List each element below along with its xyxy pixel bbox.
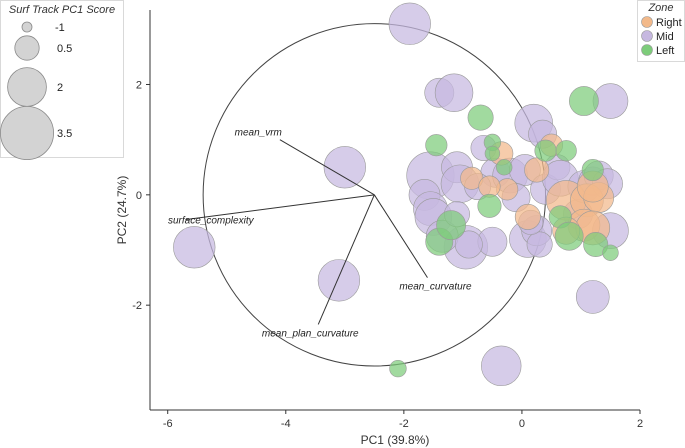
point-right xyxy=(524,157,550,183)
y-tick-label: 2 xyxy=(136,79,142,91)
point-left xyxy=(555,140,577,162)
color-legend-swatch xyxy=(641,16,653,28)
point-mid xyxy=(317,259,361,302)
x-tick-label: -6 xyxy=(163,418,173,430)
color-legend-label: Mid xyxy=(656,31,674,43)
point-left xyxy=(477,193,502,218)
point-mid xyxy=(323,146,366,189)
point-left xyxy=(389,359,407,378)
size-legend-entries: -1 0.5 2 3.5 xyxy=(0,21,72,160)
size-legend-label: -1 xyxy=(55,22,65,34)
point-mid xyxy=(434,73,474,112)
loading-label: mean_vrm xyxy=(235,128,282,139)
color-legend-entries: Right Mid Left xyxy=(641,16,682,57)
size-legend-swatch xyxy=(7,67,47,107)
loading-label: mean_curvature xyxy=(399,282,472,293)
point-left xyxy=(467,104,494,131)
point-left xyxy=(436,210,466,241)
loadings-layer: mean_vrm surface_complexity mean_plan_curv… xyxy=(168,128,472,340)
x-tick-label: 2 xyxy=(637,418,643,430)
plot-area: mean_vrm surface_complexity mean_plan_curv… xyxy=(168,2,629,387)
loading-label: mean_plan_curvature xyxy=(262,328,359,339)
point-left xyxy=(602,244,619,261)
color-legend-title: Zone xyxy=(647,2,673,14)
point-right xyxy=(514,203,541,230)
point-left xyxy=(581,158,604,182)
y-tick-label: -2 xyxy=(132,300,142,312)
size-legend-label: 2 xyxy=(57,82,63,94)
size-legend-swatch xyxy=(21,21,33,33)
size-legend: Surf Track PC1 Score -1 0.5 2 3.5 xyxy=(0,0,124,160)
point-mid xyxy=(481,345,522,387)
point-left xyxy=(484,145,501,162)
point-left xyxy=(569,86,599,116)
point-mid xyxy=(526,231,553,258)
x-axis-ticks: -6 -4 -2 0 2 xyxy=(163,410,643,430)
size-legend-label: 0.5 xyxy=(57,43,72,55)
loading-vector xyxy=(279,139,375,196)
loading-vector xyxy=(373,194,428,278)
point-mid xyxy=(575,280,610,314)
loading-label: surface_complexity xyxy=(168,216,255,227)
color-legend-label: Left xyxy=(656,45,674,57)
color-legend-swatch xyxy=(641,30,653,42)
color-legend-swatch xyxy=(641,44,653,56)
point-left xyxy=(534,139,557,162)
point-left xyxy=(425,134,448,157)
point-left xyxy=(496,159,513,176)
x-tick-label: 0 xyxy=(519,418,525,430)
color-legend-label: Right xyxy=(656,17,682,29)
axes-layer: -6 -4 -2 0 2 -2 0 2 PC1 (39.8%) PC2 (24.7%) xyxy=(115,10,643,447)
points-layer xyxy=(173,2,629,387)
point-left xyxy=(554,221,584,251)
y-axis-title: PC2 (24.7%) xyxy=(115,176,129,245)
point-mid xyxy=(388,2,431,45)
size-legend-title: Surf Track PC1 Score xyxy=(9,4,115,16)
loading-vector xyxy=(185,194,375,221)
x-tick-label: -2 xyxy=(399,418,409,430)
size-legend-swatch xyxy=(14,35,40,61)
point-mid xyxy=(173,226,216,269)
x-tick-label: -4 xyxy=(281,418,291,430)
size-legend-swatch xyxy=(0,106,54,160)
point-mid xyxy=(454,230,483,259)
y-axis-ticks: -2 0 2 xyxy=(132,79,150,312)
color-legend: Zone Right Mid Left xyxy=(637,0,685,62)
point-left xyxy=(583,231,609,257)
size-legend-label: 3.5 xyxy=(57,128,72,140)
loading-vector xyxy=(317,194,375,325)
x-axis-title: PC1 (39.8%) xyxy=(361,433,430,447)
y-tick-label: 0 xyxy=(136,190,142,202)
